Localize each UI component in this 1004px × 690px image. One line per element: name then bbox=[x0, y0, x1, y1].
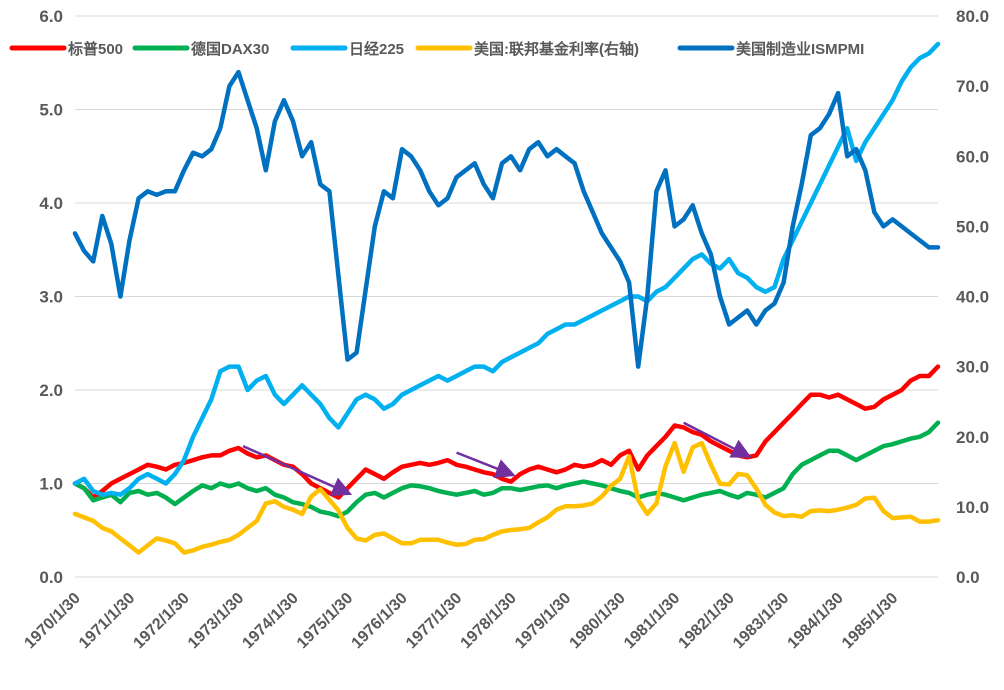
series-layer bbox=[72, 41, 941, 555]
y-left-tick-label: 5.0 bbox=[39, 101, 63, 120]
annotation-layer bbox=[242, 421, 752, 496]
y-axis-right: 0.0 10.0 20.0 30.0 40.0 50.0 60.0 70.0 80.0 bbox=[956, 7, 989, 587]
legend-label: 标普500 bbox=[67, 40, 123, 58]
x-axis: 1970/1/301971/1/301972/1/301973/1/301974… bbox=[21, 590, 901, 652]
y-right-tick-label: 60.0 bbox=[956, 147, 989, 166]
legend: 标普500 德国DAX30 日经225 美国:联邦基金利率(右轴) 美国制造业ISMPM… bbox=[9, 40, 864, 58]
legend-label: 美国制造业ISMPMI bbox=[736, 40, 864, 58]
y-left-tick-label: 3.0 bbox=[39, 288, 63, 307]
grid-layer bbox=[75, 15, 938, 578]
x-tick-label: 1979/1/30 bbox=[512, 590, 574, 652]
series-line-4 bbox=[72, 440, 941, 555]
x-tick-label: 1984/1/30 bbox=[785, 590, 847, 652]
x-tick-label: 1970/1/30 bbox=[21, 590, 83, 652]
y-right-tick-label: 70.0 bbox=[956, 77, 989, 96]
y-left-tick-label: 1.0 bbox=[39, 475, 63, 494]
y-left-tick-label: 4.0 bbox=[39, 194, 63, 213]
y-right-tick-label: 10.0 bbox=[956, 498, 989, 517]
trend-arrow bbox=[456, 451, 516, 478]
x-tick-label: 1980/1/30 bbox=[567, 590, 629, 652]
y-right-tick-label: 30.0 bbox=[956, 358, 989, 377]
y-right-tick-label: 20.0 bbox=[956, 428, 989, 447]
y-left-tick-label: 6.0 bbox=[39, 7, 63, 26]
x-tick-label: 1983/1/30 bbox=[730, 590, 792, 652]
legend-label: 日经225 bbox=[349, 40, 404, 58]
trend-arrow bbox=[242, 444, 353, 496]
x-tick-label: 1971/1/30 bbox=[76, 590, 138, 652]
series-line-2 bbox=[72, 420, 941, 519]
x-tick-label: 1973/1/30 bbox=[185, 590, 247, 652]
y-axis-left: 0.0 1.0 2.0 3.0 4.0 5.0 6.0 bbox=[39, 7, 63, 587]
series-line-5 bbox=[72, 69, 941, 369]
y-right-tick-label: 0.0 bbox=[956, 568, 980, 587]
y-right-tick-label: 40.0 bbox=[956, 288, 989, 307]
x-tick-label: 1972/1/30 bbox=[130, 590, 192, 652]
y-left-tick-label: 0.0 bbox=[39, 568, 63, 587]
y-right-tick-label: 50.0 bbox=[956, 217, 989, 236]
legend-label: 美国:联邦基金利率(右轴) bbox=[474, 40, 639, 58]
x-tick-label: 1981/1/30 bbox=[621, 590, 683, 652]
y-left-tick-label: 2.0 bbox=[39, 381, 63, 400]
trend-arrow bbox=[683, 421, 752, 458]
x-tick-label: 1985/1/30 bbox=[839, 590, 901, 652]
x-tick-label: 1978/1/30 bbox=[458, 590, 520, 652]
x-tick-label: 1977/1/30 bbox=[403, 590, 465, 652]
series-line-1 bbox=[72, 364, 941, 500]
x-tick-label: 1982/1/30 bbox=[676, 590, 738, 652]
x-tick-label: 1976/1/30 bbox=[349, 590, 411, 652]
legend-label: 德国DAX30 bbox=[191, 40, 269, 58]
y-right-tick-label: 80.0 bbox=[956, 7, 989, 26]
x-tick-label: 1975/1/30 bbox=[294, 590, 356, 652]
series-line-3 bbox=[72, 41, 941, 497]
x-tick-label: 1974/1/30 bbox=[239, 590, 301, 652]
